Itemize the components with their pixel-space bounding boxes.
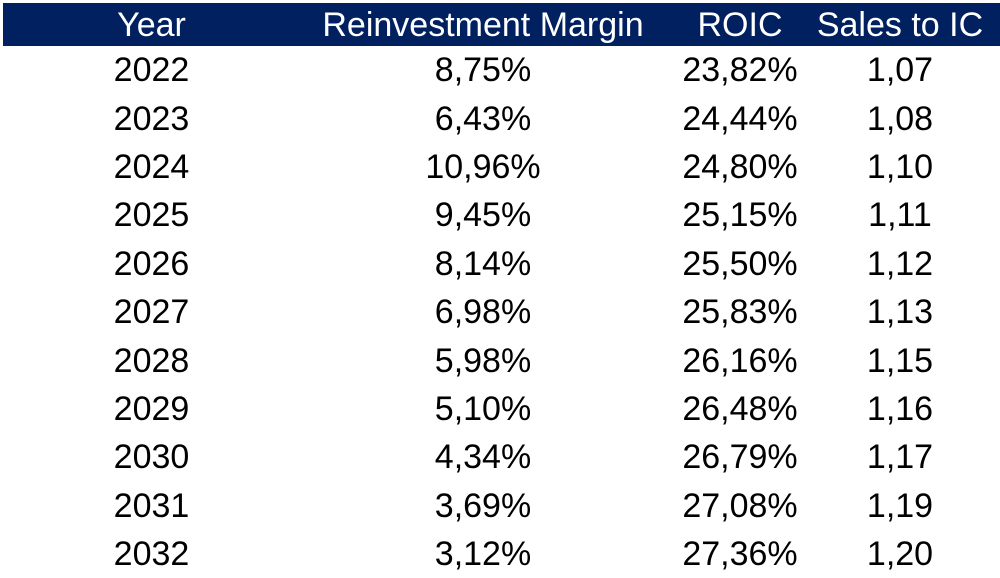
table-cell: 26,48% bbox=[682, 389, 798, 428]
table-cell: 25,83% bbox=[682, 293, 798, 332]
table-row: 2028 5,98% 26,16% 1,15 bbox=[3, 336, 1000, 384]
table-cell: 2024 bbox=[113, 147, 190, 186]
table-cell: 2030 bbox=[113, 438, 190, 477]
table-row: 2022 8,75% 23,82% 1,07 bbox=[3, 46, 1000, 94]
table-cell: 26,79% bbox=[682, 438, 798, 477]
table-cell: 23,82% bbox=[682, 51, 798, 90]
table-cell: 10,96% bbox=[425, 147, 541, 186]
table-header-row: Year Reinvestment Margin ROIC Sales to I… bbox=[3, 3, 1000, 46]
table-cell: 25,15% bbox=[682, 196, 798, 235]
table-cell: 1,08 bbox=[866, 99, 934, 138]
table-row: 2023 6,43% 24,44% 1,08 bbox=[3, 94, 1000, 142]
table-cell: 8,75% bbox=[434, 51, 532, 90]
table-cell: 6,43% bbox=[434, 99, 532, 138]
table-cell: 6,98% bbox=[434, 293, 532, 332]
table-cell: 2028 bbox=[113, 341, 190, 380]
table-cell: 2023 bbox=[113, 99, 190, 138]
table-cell: 2026 bbox=[113, 244, 190, 283]
table-body: 2022 8,75% 23,82% 1,07 2023 6,43% 24,44% 1,08 20… bbox=[3, 46, 1000, 578]
table-cell: 2032 bbox=[113, 535, 190, 574]
table-cell: 24,44% bbox=[682, 99, 798, 138]
table-row: 2027 6,98% 25,83% 1,13 bbox=[3, 288, 1000, 336]
table-cell: 9,45% bbox=[434, 196, 532, 235]
table-cell: 1,19 bbox=[866, 486, 934, 525]
table-cell: 3,69% bbox=[434, 486, 532, 525]
table-cell: 1,20 bbox=[866, 535, 934, 574]
table-cell: 5,10% bbox=[434, 389, 532, 428]
table-row: 2031 3,69% 27,08% 1,19 bbox=[3, 482, 1000, 530]
table-cell: 25,50% bbox=[682, 244, 798, 283]
table-row: 2032 3,12% 27,36% 1,20 bbox=[3, 530, 1000, 578]
table-cell: 27,08% bbox=[682, 486, 798, 525]
table-row: 2026 8,14% 25,50% 1,12 bbox=[3, 240, 1000, 288]
column-header-year: Year bbox=[117, 5, 186, 44]
table-cell: 1,10 bbox=[866, 147, 934, 186]
table-cell: 3,12% bbox=[434, 535, 532, 574]
table-cell: 27,36% bbox=[682, 535, 798, 574]
table-cell: 1,15 bbox=[866, 341, 934, 380]
column-header-sales-to-ic: Sales to IC bbox=[816, 5, 984, 44]
table-cell: 1,13 bbox=[866, 293, 934, 332]
table-cell: 1,12 bbox=[866, 244, 934, 283]
table-cell: 2031 bbox=[113, 486, 190, 525]
table-cell: 4,34% bbox=[434, 438, 532, 477]
table-cell: 2025 bbox=[113, 196, 190, 235]
table-cell: 24,80% bbox=[682, 147, 798, 186]
table-cell: 2022 bbox=[113, 51, 190, 90]
table-cell: 8,14% bbox=[434, 244, 532, 283]
table-cell: 2027 bbox=[113, 293, 190, 332]
table-cell: 1,16 bbox=[866, 389, 934, 428]
table-cell: 1,11 bbox=[868, 196, 932, 235]
table-row: 2025 9,45% 25,15% 1,11 bbox=[3, 191, 1000, 239]
table-row: 2030 4,34% 26,79% 1,17 bbox=[3, 433, 1000, 481]
table-row: 2029 5,10% 26,48% 1,16 bbox=[3, 385, 1000, 433]
table-cell: 26,16% bbox=[682, 341, 798, 380]
table-cell: 2029 bbox=[113, 389, 190, 428]
table-cell: 1,17 bbox=[866, 438, 934, 477]
table-cell: 5,98% bbox=[434, 341, 532, 380]
table-cell: 1,07 bbox=[866, 51, 934, 90]
table-row: 2024 10,96% 24,80% 1,10 bbox=[3, 143, 1000, 191]
column-header-reinvestment-margin: Reinvestment Margin bbox=[322, 5, 644, 44]
column-header-roic: ROIC bbox=[697, 5, 783, 44]
